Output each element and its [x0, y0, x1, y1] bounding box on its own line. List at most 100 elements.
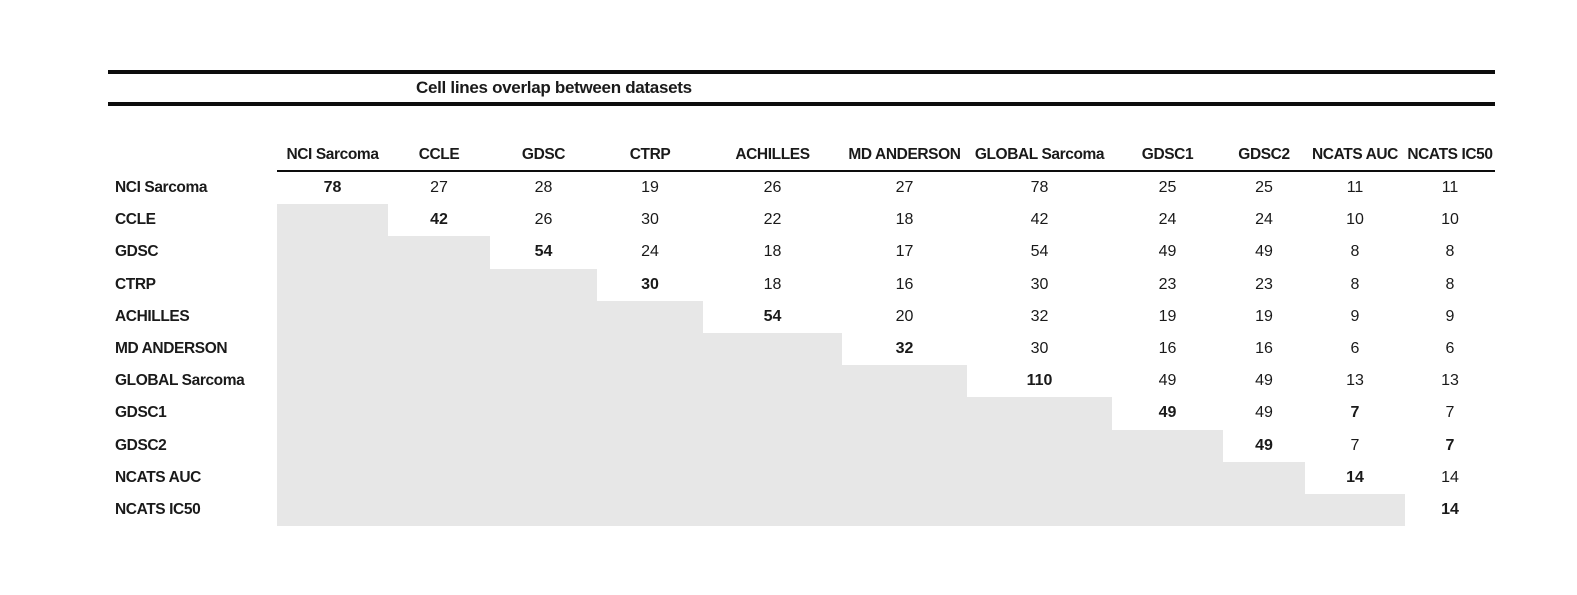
column-header: ACHILLES — [735, 146, 810, 163]
matrix-cell: 7 — [1350, 436, 1360, 454]
matrix-cell: 9 — [1445, 307, 1455, 325]
matrix-cell — [277, 397, 388, 430]
matrix-cell: 18 — [895, 211, 914, 229]
matrix-cell — [597, 332, 703, 366]
matrix-cell — [277, 461, 388, 494]
header-row: NCI Sarcoma CCLE GDSC CTRP ACHILLES MD ANDERS… — [108, 106, 1495, 170]
matrix-cell: 30 — [1030, 275, 1049, 293]
matrix-cell — [490, 300, 597, 333]
matrix-cell — [490, 461, 597, 494]
matrix-cell — [703, 332, 842, 366]
table-row: NCATS IC50 14 — [108, 493, 1495, 527]
row-label: NCI Sarcoma — [115, 179, 208, 197]
matrix-cell: 28 — [534, 179, 553, 197]
matrix-cell: 7 — [1350, 404, 1360, 422]
table-row: CCLE 42 26 30 22 18 42 24 24 10 10 — [108, 204, 1495, 237]
matrix-cell: 49 — [1255, 404, 1273, 422]
matrix-cell: 16 — [895, 275, 914, 293]
matrix-cell — [597, 300, 703, 333]
matrix-cell — [388, 493, 490, 527]
matrix-cell: 6 — [1445, 340, 1455, 358]
table-row: GLOBAL Sarcoma 110 49 49 13 13 — [108, 365, 1495, 398]
matrix-cell: 7 — [1445, 436, 1455, 454]
matrix-cell: 23 — [1158, 275, 1177, 293]
table-row: GDSC 54 24 18 17 54 49 49 8 8 — [108, 236, 1495, 269]
matrix-cell — [388, 300, 490, 333]
row-label: CCLE — [115, 211, 156, 229]
column-header: NCI Sarcoma — [286, 146, 379, 163]
matrix-cell: 10 — [1441, 211, 1459, 229]
matrix-cell — [490, 268, 597, 301]
matrix-cell — [277, 204, 388, 237]
matrix-cell: 20 — [895, 307, 914, 325]
table-row: MD ANDERSON 32 30 16 16 6 6 — [108, 332, 1495, 366]
matrix-cell — [703, 429, 842, 462]
matrix-cell — [490, 332, 597, 366]
row-label: ACHILLES — [115, 307, 190, 325]
row-label: GDSC — [115, 243, 159, 261]
matrix-cell: 27 — [430, 179, 448, 197]
matrix-cell: 30 — [641, 275, 659, 293]
overlap-table: Cell lines overlap between datasets NCI … — [108, 70, 1495, 527]
row-label: CTRP — [115, 275, 156, 293]
matrix-cell — [277, 429, 388, 462]
matrix-cell: 49 — [1158, 404, 1177, 422]
matrix-cell — [388, 461, 490, 494]
matrix-cell: 11 — [1346, 179, 1364, 197]
matrix-cell: 32 — [895, 340, 914, 358]
row-label: MD ANDERSON — [115, 340, 228, 358]
matrix-cell — [967, 493, 1112, 527]
table-row: CTRP 30 18 16 30 23 23 8 8 — [108, 268, 1495, 301]
matrix-cell: 25 — [1255, 179, 1273, 197]
row-label: GLOBAL Sarcoma — [115, 372, 245, 390]
matrix-cell — [842, 397, 967, 430]
matrix-cell — [388, 236, 490, 269]
matrix-cell — [1112, 493, 1223, 527]
matrix-cell — [967, 461, 1112, 494]
matrix-cell: 27 — [895, 179, 914, 197]
matrix-cell: 54 — [763, 307, 782, 325]
matrix-cell: 14 — [1346, 468, 1364, 486]
matrix-cell: 13 — [1346, 372, 1364, 390]
row-label: NCATS AUC — [115, 468, 201, 486]
matrix-cell — [388, 332, 490, 366]
column-header: CCLE — [418, 146, 460, 163]
matrix-cell — [490, 429, 597, 462]
matrix-cell: 18 — [763, 275, 782, 293]
matrix-cell: 110 — [1026, 372, 1053, 390]
matrix-cell: 42 — [430, 211, 448, 229]
matrix-cell: 78 — [1030, 179, 1049, 197]
column-header: GLOBAL Sarcoma — [974, 146, 1105, 163]
matrix-cell — [967, 429, 1112, 462]
column-header: GDSC — [521, 146, 566, 163]
matrix-cell — [388, 365, 490, 398]
matrix-cell — [597, 429, 703, 462]
row-label: NCATS IC50 — [115, 500, 201, 518]
matrix-cell — [967, 397, 1112, 430]
matrix-cell — [388, 397, 490, 430]
matrix-cell: 54 — [1030, 243, 1049, 261]
matrix-cell — [277, 268, 388, 301]
matrix-cell: 13 — [1441, 372, 1459, 390]
matrix-cell — [388, 429, 490, 462]
matrix-cell: 8 — [1445, 275, 1455, 293]
matrix-cell — [490, 365, 597, 398]
matrix-cell: 42 — [1030, 211, 1049, 229]
title-band: Cell lines overlap between datasets — [108, 74, 1495, 102]
matrix-cell — [1112, 429, 1223, 462]
matrix-cell: 17 — [895, 243, 914, 261]
matrix-cell — [597, 493, 703, 527]
matrix-cell: 24 — [641, 243, 659, 261]
matrix-cell: 7 — [1445, 404, 1455, 422]
matrix-cell — [1223, 461, 1305, 494]
table-row: NCI Sarcoma 78 27 28 19 26 27 78 25 25 11 11 — [108, 172, 1495, 204]
matrix-cell: 24 — [1255, 211, 1273, 229]
matrix-cell — [490, 397, 597, 430]
matrix-cell — [1112, 461, 1223, 494]
matrix-cell — [277, 300, 388, 333]
matrix-cell: 9 — [1350, 307, 1360, 325]
matrix-cell — [842, 493, 967, 527]
table-row: GDSC2 49 7 7 — [108, 429, 1495, 462]
table-row: GDSC1 49 49 7 7 — [108, 397, 1495, 430]
